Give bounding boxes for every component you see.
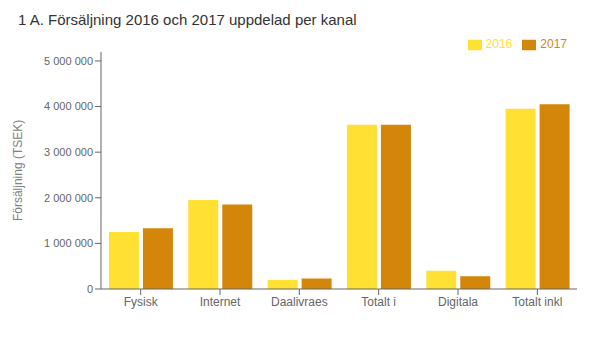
svg-text:2 000 000: 2 000 000: [44, 192, 93, 204]
svg-text:Digitala: Digitala: [438, 295, 478, 309]
svg-text:5 000 000: 5 000 000: [44, 55, 93, 67]
html-text:1 A. Försäljning 2016 och 2017: 1 A. Försäljning 2016 och 2017 uppdelad …: [18, 11, 357, 28]
svg-text:Försäljning (TSEK): Försäljning (TSEK): [11, 120, 25, 221]
svg-text:1 000 000: 1 000 000: [44, 237, 93, 249]
svg-text:0: 0: [87, 283, 93, 295]
svg-text:Internet: Internet: [200, 295, 241, 309]
svg-text:Totalt i: Totalt i: [361, 295, 396, 309]
svg-text:4 000 000: 4 000 000: [44, 100, 93, 112]
html-text:2016: 2016: [485, 37, 513, 51]
svg-text:3 000 000: 3 000 000: [44, 146, 93, 158]
svg-text:Totalt inkl: Totalt inkl: [512, 295, 562, 309]
svg-text:Fysisk: Fysisk: [124, 295, 159, 309]
html-text:2017: 2017: [540, 37, 567, 51]
svg-text:Daalivraes: Daalivraes: [271, 295, 328, 309]
